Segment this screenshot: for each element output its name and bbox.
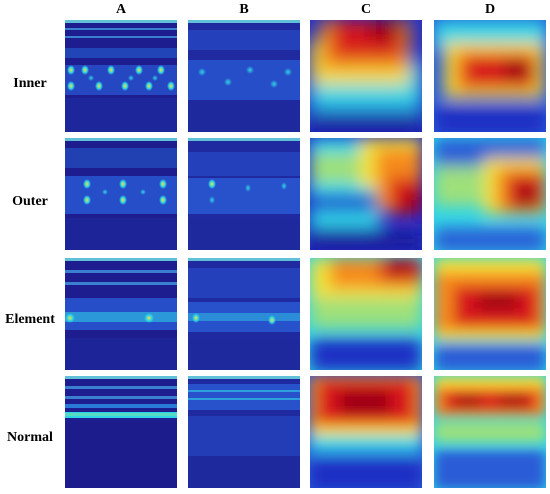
element-spectrogram-a	[65, 258, 177, 370]
column-label-a: A	[115, 2, 127, 17]
outer-heatmap-c	[310, 138, 422, 250]
normal-spectrogram-a	[65, 376, 177, 488]
normal-spectrogram-b	[188, 376, 300, 488]
inner-heatmap-c	[310, 20, 422, 132]
row-label-outer: Outer	[12, 194, 48, 209]
element-spectrogram-b	[188, 258, 300, 370]
inner-spectrogram-a	[65, 20, 177, 132]
normal-heatmap-d	[434, 376, 546, 488]
outer-spectrogram-a	[65, 138, 177, 250]
inner-spectrogram-b	[188, 20, 300, 132]
element-heatmap-d	[434, 258, 546, 370]
column-label-d: D	[484, 2, 496, 17]
column-label-c: C	[360, 2, 372, 17]
inner-heatmap-d	[434, 20, 546, 132]
outer-heatmap-d	[434, 138, 546, 250]
normal-heatmap-c	[310, 376, 422, 488]
row-label-element: Element	[5, 312, 55, 327]
outer-spectrogram-b	[188, 138, 300, 250]
element-heatmap-c	[310, 258, 422, 370]
column-label-b: B	[239, 2, 249, 17]
row-label-normal: Normal	[7, 430, 53, 445]
row-label-inner: Inner	[13, 76, 47, 91]
